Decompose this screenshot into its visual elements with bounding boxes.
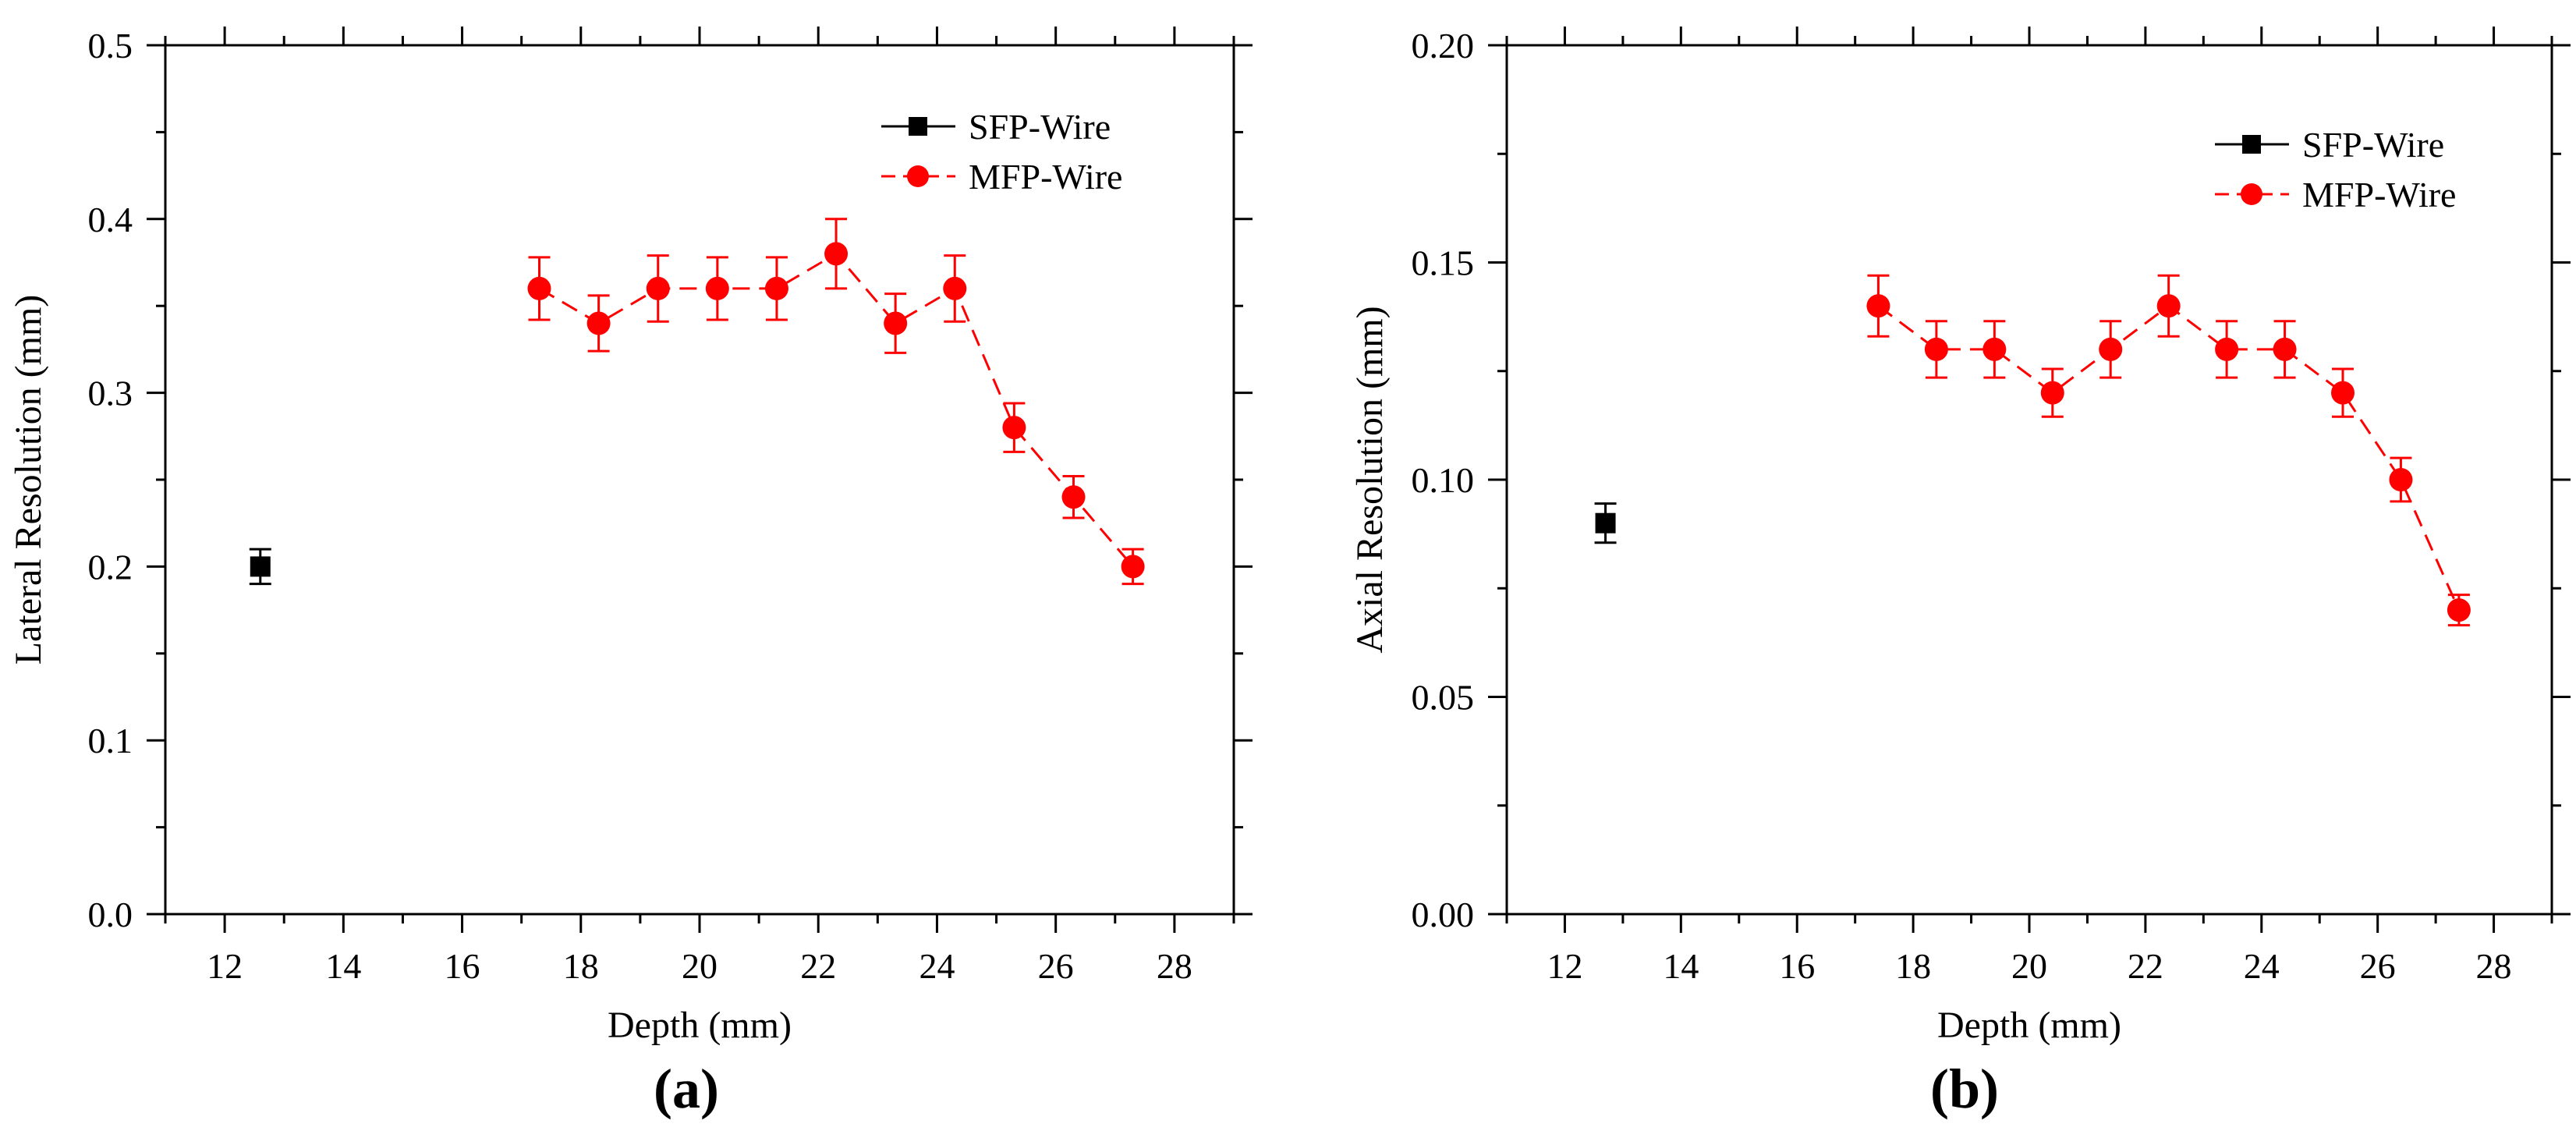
x-tick-label-a-26: 26 <box>1038 946 1074 986</box>
x-tick-label-b-20: 20 <box>2011 946 2047 986</box>
x-tick-label-b-22: 22 <box>2128 946 2163 986</box>
point-b-mfp-wire-7 <box>2273 337 2297 361</box>
x-axis-label-a: Depth (mm) <box>608 1005 792 1046</box>
y-axis-label-a: Lateral Resolution (mm) <box>8 295 49 665</box>
panel-label-a: (a) <box>654 1058 719 1120</box>
point-a-mfp-wire-1 <box>586 311 611 335</box>
legend-label-a-mfp-wire: MFP-Wire <box>969 157 1122 197</box>
x-tick-label-b-18: 18 <box>1895 946 1931 986</box>
x-tick-label-a-28: 28 <box>1157 946 1192 986</box>
legend-label-a-sfp-wire: SFP-Wire <box>969 107 1111 147</box>
legend-marker-b-sfp-wire <box>2242 135 2261 154</box>
y-tick-label-a-3: 0.3 <box>88 374 133 413</box>
legend-label-b-sfp-wire: SFP-Wire <box>2302 125 2444 165</box>
point-a-mfp-wire-0 <box>527 276 551 300</box>
y-tick-label-a-2: 0.2 <box>88 547 133 587</box>
point-a-mfp-wire-6 <box>884 311 908 335</box>
y-tick-label-a-1: 0.1 <box>88 721 133 760</box>
series-line-b-mfp-wire <box>1877 304 2461 611</box>
point-b-mfp-wire-8 <box>2331 381 2355 405</box>
y-tick-label-a-4: 0.4 <box>88 200 133 239</box>
y-tick-label-b-3: 0.15 <box>1412 243 1475 283</box>
x-tick-label-a-24: 24 <box>919 946 955 986</box>
x-tick-label-b-16: 16 <box>1779 946 1815 986</box>
point-b-mfp-wire-0 <box>1866 294 1890 318</box>
point-b-mfp-wire-3 <box>2040 381 2064 405</box>
x-tick-label-a-22: 22 <box>800 946 836 986</box>
y-tick-label-b-1: 0.05 <box>1412 678 1475 718</box>
point-a-mfp-wire-3 <box>705 276 729 300</box>
x-tick-label-b-24: 24 <box>2244 946 2280 986</box>
series-line-a-mfp-wire <box>538 252 1134 568</box>
y-tick-label-a-5: 0.5 <box>88 26 133 66</box>
x-tick-label-a-16: 16 <box>445 946 480 986</box>
legend-label-b-mfp-wire: MFP-Wire <box>2302 175 2456 214</box>
point-a-sfp-wire-0 <box>250 556 271 577</box>
point-a-mfp-wire-2 <box>646 276 670 300</box>
point-a-mfp-wire-5 <box>824 242 849 266</box>
x-tick-label-a-20: 20 <box>682 946 718 986</box>
point-b-mfp-wire-6 <box>2215 337 2239 361</box>
x-tick-label-a-12: 12 <box>207 946 243 986</box>
point-a-mfp-wire-7 <box>943 276 967 300</box>
y-tick-label-b-2: 0.10 <box>1412 460 1475 500</box>
x-tick-label-b-28: 28 <box>2476 946 2512 986</box>
point-a-mfp-wire-10 <box>1121 555 1145 579</box>
legend-marker-a-sfp-wire <box>909 117 927 136</box>
point-b-mfp-wire-9 <box>2389 468 2413 491</box>
x-axis-label-b: Depth (mm) <box>1937 1005 2121 1046</box>
x-tick-label-b-14: 14 <box>1663 946 1699 986</box>
x-tick-label-a-18: 18 <box>563 946 599 986</box>
x-tick-label-b-26: 26 <box>2360 946 2396 986</box>
y-axis-label-b: Axial Resolution (mm) <box>1349 306 1391 653</box>
point-b-mfp-wire-1 <box>1924 337 1948 361</box>
point-b-mfp-wire-4 <box>2099 337 2123 361</box>
y-tick-label-a-0: 0.0 <box>88 895 133 934</box>
y-tick-label-b-4: 0.20 <box>1412 26 1475 66</box>
y-tick-label-b-0: 0.00 <box>1412 895 1475 934</box>
panel-label-b: (b) <box>1930 1058 1999 1120</box>
point-a-mfp-wire-8 <box>1002 416 1026 440</box>
x-tick-label-a-14: 14 <box>325 946 361 986</box>
point-a-mfp-wire-4 <box>764 276 788 300</box>
point-b-mfp-wire-2 <box>1982 337 2007 361</box>
legend-marker-a-mfp-wire <box>907 165 929 187</box>
point-b-mfp-wire-5 <box>2156 294 2181 318</box>
point-b-sfp-wire-0 <box>1595 512 1616 534</box>
point-a-mfp-wire-9 <box>1061 485 1086 509</box>
x-tick-label-b-12: 12 <box>1547 946 1582 986</box>
point-b-mfp-wire-10 <box>2447 598 2471 622</box>
legend-marker-b-mfp-wire <box>2241 183 2262 205</box>
